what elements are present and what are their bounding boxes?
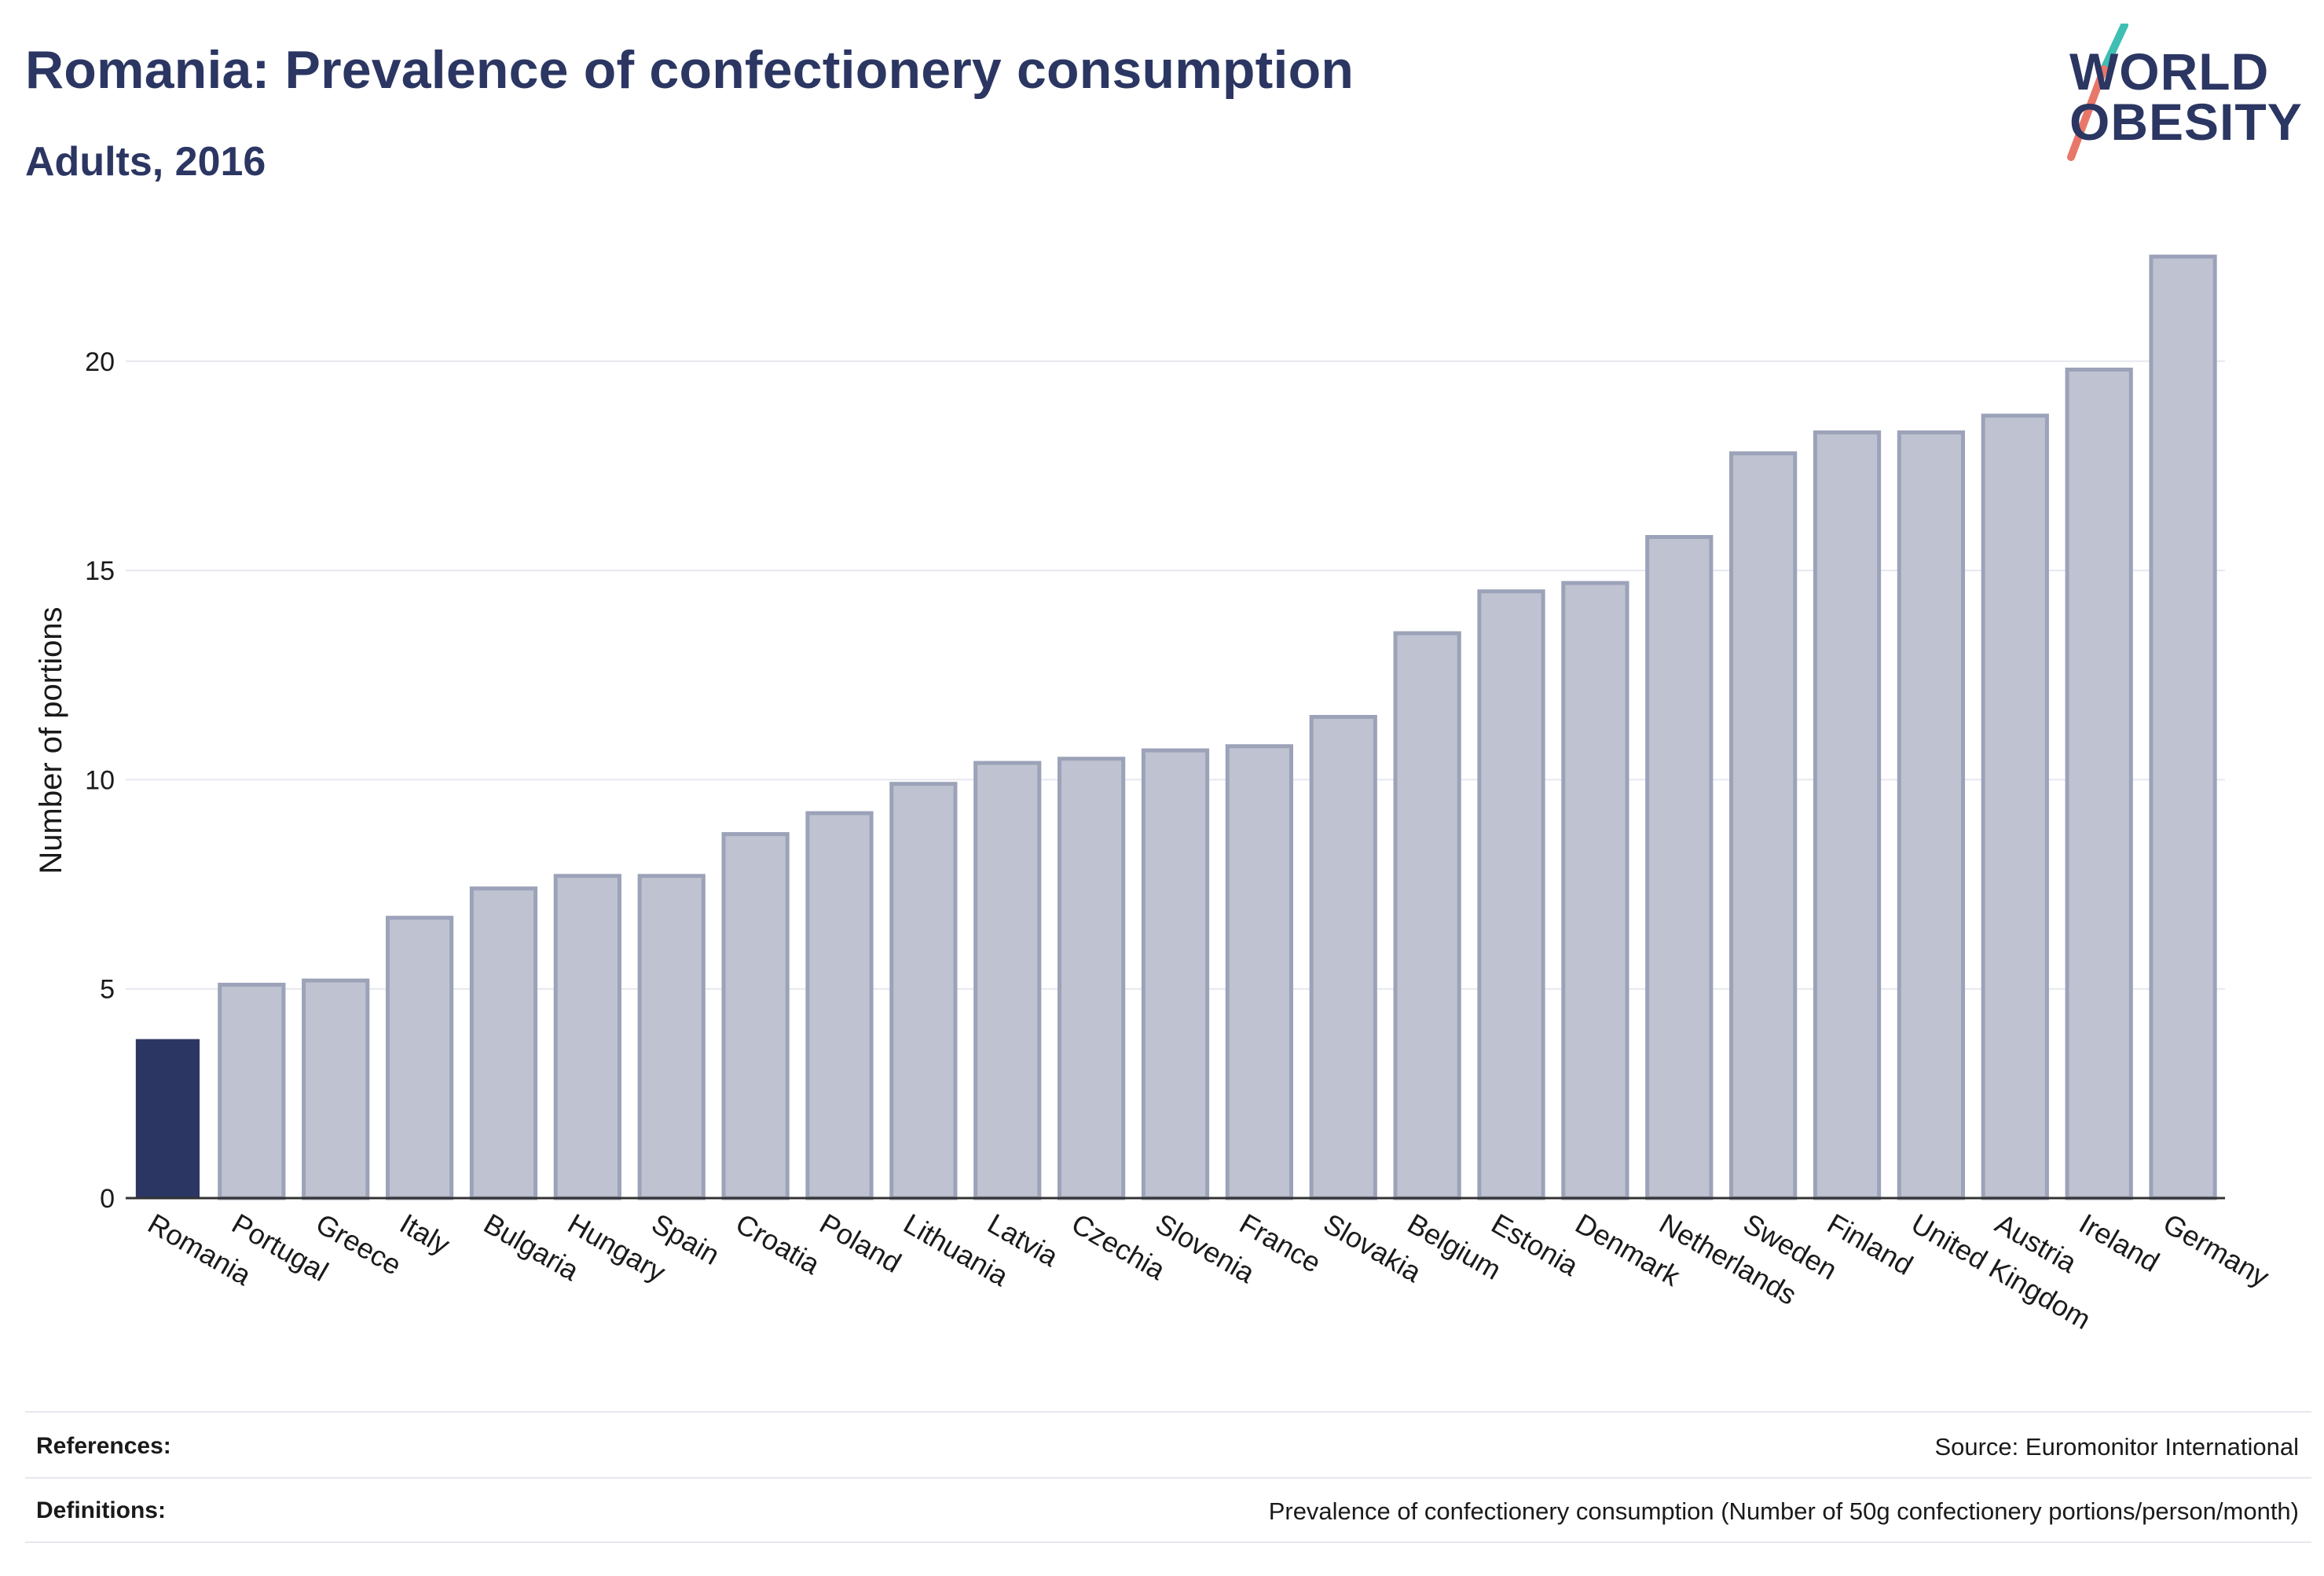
chart-title: Romania: Prevalence of confectionery con… <box>25 40 1354 100</box>
logo-text-obesity: OBESITY <box>2069 93 2303 151</box>
references-value: Source: Euromonitor International <box>1934 1433 2299 1461</box>
bar-spain <box>637 874 706 1200</box>
bar-france <box>1225 744 1293 1200</box>
bar-lithuania <box>889 782 958 1200</box>
x-tick-label: Ireland <box>2074 1207 2165 1278</box>
world-obesity-logo: WORLD OBESITY <box>2058 24 2310 165</box>
bar-sweden <box>1729 451 1798 1200</box>
bar-slovenia <box>1141 748 1210 1200</box>
x-tick-label: Poland <box>814 1207 907 1279</box>
definitions-label: Definitions: <box>36 1497 166 1523</box>
bar-belgium <box>1393 631 1461 1200</box>
y-tick-label: 10 <box>85 765 115 795</box>
y-tick-label: 5 <box>100 975 115 1005</box>
bar-czechia <box>1058 757 1126 1200</box>
x-tick-label: Estonia <box>1486 1207 1585 1282</box>
logo-slash-icon <box>2067 24 2128 161</box>
bar-ireland <box>2065 367 2133 1200</box>
x-tick-label: Finland <box>1822 1207 1919 1281</box>
bar-poland <box>805 811 874 1200</box>
references-row: References: Source: Euromonitor Internat… <box>25 1411 2311 1479</box>
x-tick-label: Germany <box>2158 1207 2275 1293</box>
bar-estonia <box>1477 589 1545 1200</box>
y-tick-label: 20 <box>85 347 115 377</box>
bar-united-kingdom <box>1897 430 1966 1200</box>
bar-austria <box>1981 413 2049 1200</box>
bar-portugal <box>218 982 286 1200</box>
bar-slovakia <box>1309 715 1377 1200</box>
x-tick-label: Bulgaria <box>478 1207 585 1287</box>
x-tick-label: Croatia <box>731 1207 827 1281</box>
bar-finland <box>1813 430 1882 1200</box>
definitions-row: Definitions: Prevalence of confectionery… <box>25 1477 2311 1543</box>
bar-germany <box>2149 255 2217 1200</box>
x-tick-label: Czechia <box>1066 1207 1171 1286</box>
y-tick-label: 0 <box>100 1184 115 1214</box>
bar-hungary <box>553 874 621 1200</box>
bar-netherlands <box>1645 534 1714 1200</box>
y-axis-label: Number of portions <box>34 607 68 874</box>
bar-bulgaria <box>469 886 538 1200</box>
references-label: References: <box>36 1433 171 1459</box>
logo-text-world: WORLD <box>2069 42 2270 101</box>
y-tick-labels: 0 5 10 15 20 <box>85 347 115 1214</box>
y-tick-label: 15 <box>85 556 115 586</box>
bar-denmark <box>1561 581 1629 1200</box>
bars <box>135 255 2217 1200</box>
bar-romania <box>135 1039 200 1198</box>
chart-subtitle: Adults, 2016 <box>25 139 266 185</box>
bar-croatia <box>721 832 790 1200</box>
bar-latvia <box>973 761 1042 1200</box>
bar-greece <box>302 978 370 1200</box>
definitions-value: Prevalence of confectionery consumption … <box>1268 1497 2299 1525</box>
bar-italy <box>385 915 454 1200</box>
